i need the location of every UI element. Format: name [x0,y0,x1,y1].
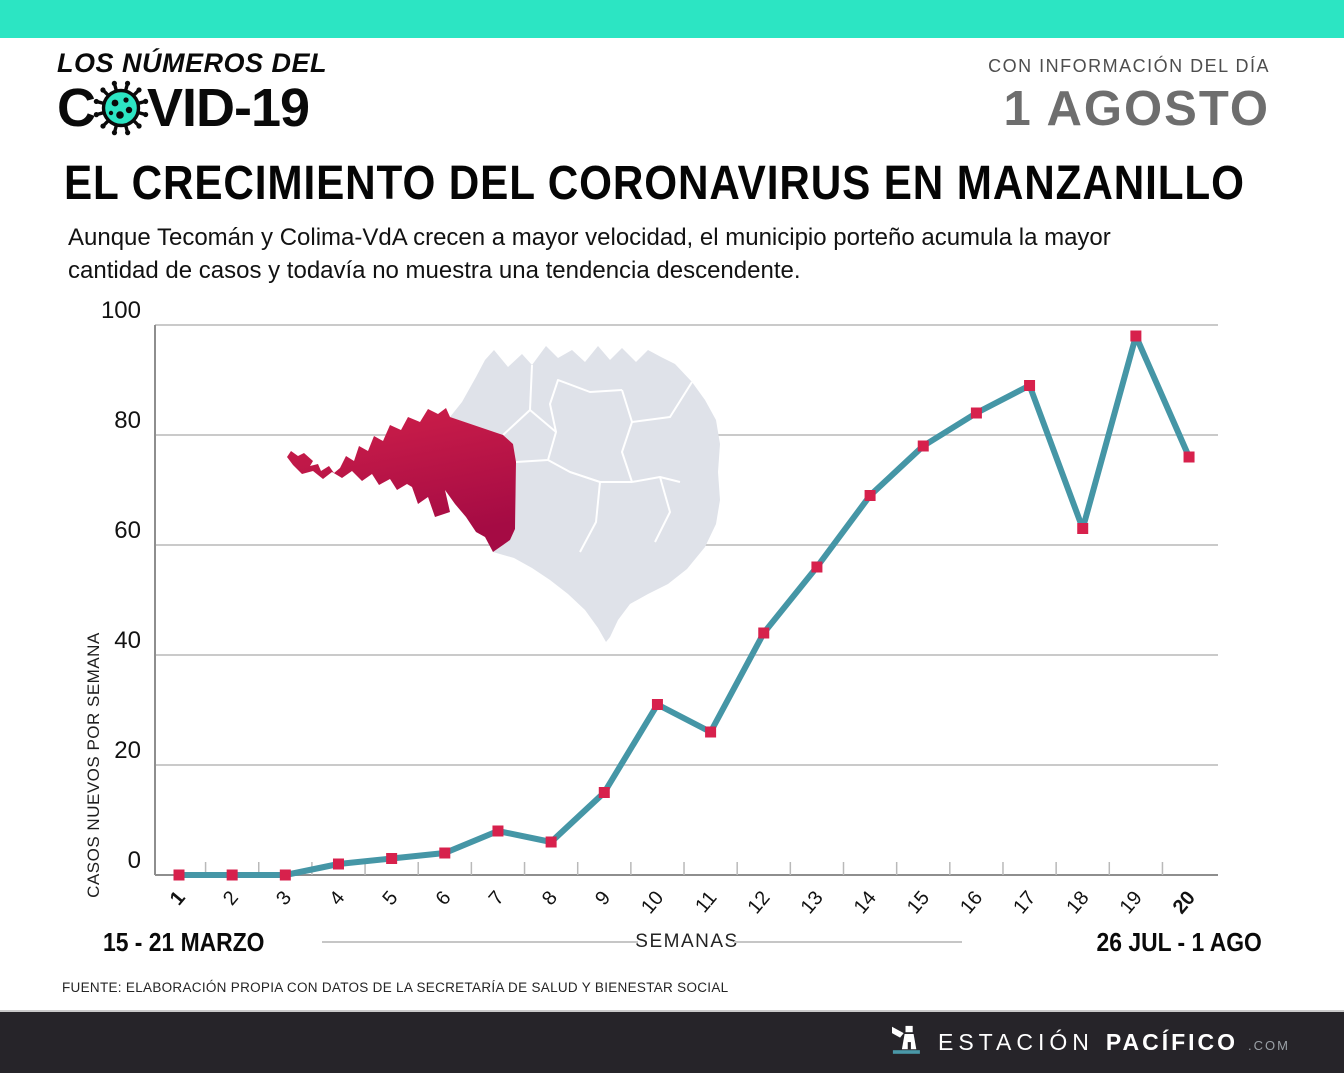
data-point-marker [917,440,929,452]
footer-bar [0,1012,1344,1073]
info-label: CON INFORMACIÓN DEL DÍA [988,56,1270,76]
data-point-marker [758,627,770,639]
semanas-divider-left [322,941,638,943]
logo-wordmark: C VID-19 [57,77,327,139]
trend-line [176,333,1193,878]
x-tick-label: 8 [538,887,562,910]
x-tick-label: 3 [272,887,296,910]
semanas-divider-right [734,941,962,943]
info-date-block: CON INFORMACIÓN DEL DÍA 1 AGOSTO [988,56,1270,137]
x-tick-label: 17 [1009,887,1040,918]
logo-suffix: VID-19 [147,78,310,138]
x-tick-label: 1 [166,887,190,910]
x-tick-label: 14 [850,887,881,918]
y-axis-title: CASOS NUEVOS POR SEMANA [84,632,103,898]
data-point-marker [1024,380,1036,391]
x-tick-label: 2 [219,887,243,910]
data-point-marker [651,699,663,710]
x-tick-label: 11 [691,887,721,917]
top-accent-bar [0,0,1344,38]
x-tick-label: 9 [591,887,615,910]
x-tick-label: 7 [485,887,509,910]
y-tick-label: 80 [114,407,141,434]
page-title: EL CRECIMIENTO DEL CORONAVIRUS EN MANZAN… [64,157,1245,210]
estacion-pacifico-logo: ESTACIÓN PACÍFICO .COM [891,1012,1290,1073]
x-tick-label: 5 [378,887,402,910]
data-point-marker [332,858,344,870]
data-point-marker [279,869,291,881]
data-point-marker [1183,451,1195,463]
brand-suffix: .COM [1248,1038,1290,1053]
subtitle-line-2: cantidad de casos y todavía no muestra u… [68,257,801,284]
x-tick-label: 15 [903,887,934,918]
data-point-marker [811,561,823,573]
virus-icon [93,80,149,136]
covid-numbers-logo: LOS NÚMEROS DEL C VID-19 [57,48,327,139]
data-point-marker [864,490,876,501]
y-tick-label: 0 [128,847,141,874]
logo-tagline: LOS NÚMEROS DEL [57,48,328,78]
y-tick-label: 60 [114,517,141,544]
map-region-manzanillo-highlight [287,408,516,552]
info-date: 1 AGOSTO [1003,82,1270,136]
brand-light: ESTACIÓN [937,1029,1094,1055]
x-tick-label: 10 [637,887,668,918]
data-point-marker [545,836,557,848]
data-point-marker [226,869,238,881]
x-tick-label: 20 [1169,887,1200,918]
x-tick-label: 4 [325,887,349,910]
y-tick-label: 40 [114,627,141,654]
x-range-start-label: 15 - 21 MARZO [103,927,265,957]
data-point-marker [1077,523,1089,534]
x-range-end-label: 26 JUL - 1 AGO [1096,927,1262,957]
data-point-marker [1130,330,1142,342]
x-tick-label: 13 [797,887,828,918]
data-point-marker [386,853,398,864]
data-point-marker [439,847,451,859]
lighthouse-icon [891,1025,920,1054]
colima-state-map [287,346,720,642]
data-point-marker [492,825,504,837]
map-municipality-borders [502,364,693,553]
data-point-marker [598,787,610,798]
y-tick-label: 20 [114,737,141,764]
brand-bold: PACÍFICO [1105,1029,1239,1055]
source-text: FUENTE: ELABORACIÓN PROPIA CON DATOS DE … [62,980,729,995]
x-tick-label: 6 [432,887,456,910]
footer-divider [0,1010,1344,1012]
data-point-marker [705,726,717,738]
x-tick-label: 12 [743,887,774,918]
logo-prefix: C [57,78,96,138]
data-point-marker [173,869,185,881]
subtitle-line-1: Aunque Tecomán y Colima-VdA crecen a may… [68,224,1111,251]
data-point-marker [970,407,982,419]
x-tick-label: 16 [956,887,987,918]
x-tick-label: 19 [1116,887,1147,918]
x-tick-label: 18 [1062,887,1093,918]
subtitle: Aunque Tecomán y Colima-VdA crecen a may… [68,221,1111,287]
x-axis-title: SEMANAS [635,931,739,952]
y-tick-label: 100 [101,297,141,324]
